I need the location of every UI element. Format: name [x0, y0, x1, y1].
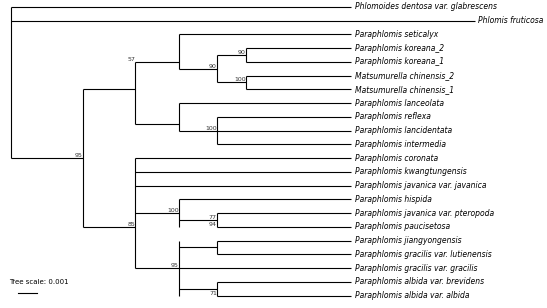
Text: 100: 100: [205, 126, 217, 131]
Text: Paraphlomis albida var. albida: Paraphlomis albida var. albida: [355, 291, 469, 300]
Text: Paraphlomis koreana_2: Paraphlomis koreana_2: [355, 43, 444, 53]
Text: Paraphlomis intermedia: Paraphlomis intermedia: [355, 140, 446, 149]
Text: 90: 90: [209, 64, 217, 69]
Text: Paraphlomis javanica var. javanica: Paraphlomis javanica var. javanica: [355, 181, 486, 190]
Text: Paraphlomis gracilis var. gracilis: Paraphlomis gracilis var. gracilis: [355, 264, 478, 273]
Text: Phlomoides dentosa var. glabrescens: Phlomoides dentosa var. glabrescens: [355, 2, 497, 11]
Text: Matsumurella chinensis_2: Matsumurella chinensis_2: [355, 71, 454, 80]
Text: 90: 90: [238, 50, 246, 55]
Text: Paraphlomis koreana_1: Paraphlomis koreana_1: [355, 57, 444, 66]
Text: Paraphlomis javanica var. pteropoda: Paraphlomis javanica var. pteropoda: [355, 209, 494, 217]
Text: 100: 100: [167, 208, 178, 213]
Text: Paraphlomis albida var. brevidens: Paraphlomis albida var. brevidens: [355, 278, 484, 286]
Text: 57: 57: [127, 57, 136, 62]
Text: 71: 71: [209, 291, 217, 296]
Text: Paraphlomis paucisetosa: Paraphlomis paucisetosa: [355, 222, 450, 231]
Text: 77: 77: [209, 215, 217, 220]
Text: 95: 95: [171, 263, 178, 268]
Text: Paraphlomis lanceolata: Paraphlomis lanceolata: [355, 99, 444, 107]
Text: Paraphlomis lancidentata: Paraphlomis lancidentata: [355, 126, 452, 135]
Text: Paraphlomis reflexa: Paraphlomis reflexa: [355, 112, 430, 121]
Text: Paraphlomis kwangtungensis: Paraphlomis kwangtungensis: [355, 167, 467, 176]
Text: Paraphlomis seticalyx: Paraphlomis seticalyx: [355, 30, 438, 39]
Text: Paraphlomis jiangyongensis: Paraphlomis jiangyongensis: [355, 236, 462, 245]
Text: Paraphlomis gracilis var. lutienensis: Paraphlomis gracilis var. lutienensis: [355, 250, 492, 259]
Text: 85: 85: [128, 222, 136, 227]
Text: Paraphlomis hispida: Paraphlomis hispida: [355, 195, 432, 204]
Text: 100: 100: [234, 77, 246, 83]
Text: 95: 95: [75, 153, 83, 158]
Text: Matsumurella chinensis_1: Matsumurella chinensis_1: [355, 85, 454, 94]
Text: Paraphlomis coronata: Paraphlomis coronata: [355, 154, 438, 163]
Text: Tree scale: 0.001: Tree scale: 0.001: [9, 279, 68, 285]
Text: Phlomis fruticosa: Phlomis fruticosa: [478, 16, 543, 25]
Text: 94: 94: [209, 222, 217, 227]
